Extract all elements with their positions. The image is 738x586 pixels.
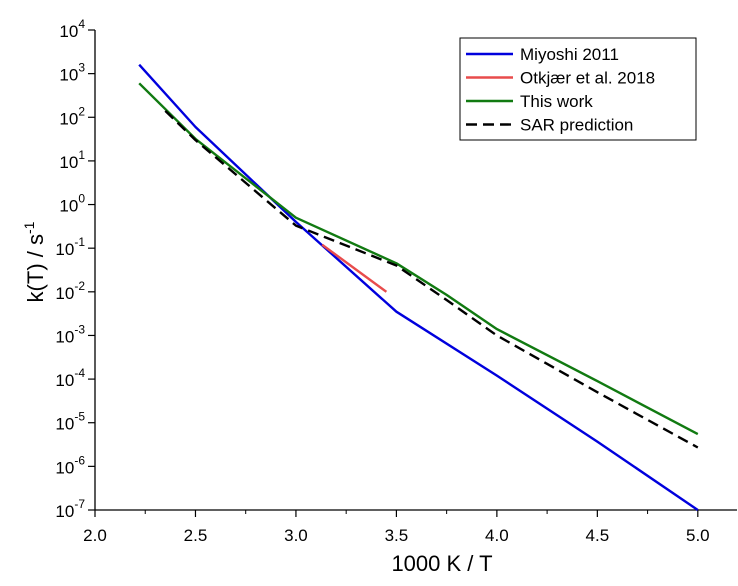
legend-label: This work	[520, 92, 593, 111]
y-tick-label: 100	[59, 192, 85, 216]
x-tick-label: 4.5	[586, 526, 610, 545]
y-tick-label-base: 10	[59, 22, 78, 41]
legend: Miyoshi 2011 Otkjær et al. 2018 This work S…	[459, 37, 697, 141]
y-tick-label-base: 10	[59, 66, 78, 85]
y-tick-label-base: 10	[59, 109, 78, 128]
series-line-1	[138, 63, 699, 511]
y-tick-label-base: 10	[55, 502, 74, 521]
series-lines	[138, 63, 699, 511]
x-tick-label: 2.0	[83, 526, 107, 545]
y-tick-label: 10-6	[55, 453, 85, 477]
y-tick-label-base: 10	[59, 197, 78, 216]
y-tick-label-exp: -7	[74, 497, 85, 511]
y-tick-label-exp: -6	[74, 453, 85, 467]
y-tick-label-base: 10	[55, 458, 74, 477]
y-tick-label: 10-5	[55, 410, 85, 434]
y-axis-title: k(T) / s-1	[21, 221, 48, 302]
y-axis-title-sup: -1	[21, 221, 37, 234]
legend-label: Miyoshi 2011	[520, 45, 619, 64]
y-tick-label-exp: 3	[78, 61, 85, 75]
y-tick-label: 104	[59, 17, 85, 41]
y-tick-label-base: 10	[59, 153, 78, 172]
x-axis-title: 1000 K / T	[391, 551, 492, 576]
y-tick-label: 10-7	[55, 497, 85, 521]
series-line-4	[164, 110, 699, 449]
legend-label: SAR prediction	[520, 116, 633, 135]
series-line-3	[138, 82, 699, 436]
x-tick-label: 2.5	[184, 526, 208, 545]
y-tick-label: 10-2	[55, 279, 85, 303]
x-tick-label: 3.0	[284, 526, 308, 545]
y-tick-label-base: 10	[55, 240, 74, 259]
y-tick-label-exp: 1	[78, 148, 85, 162]
y-tick-label: 102	[59, 104, 85, 128]
x-tick-label: 5.0	[686, 526, 710, 545]
y-tick-label-exp: 2	[78, 104, 85, 118]
y-tick-label-base: 10	[55, 415, 74, 434]
y-tick-label-exp: -3	[74, 322, 85, 336]
y-tick-label-exp: -2	[74, 279, 85, 293]
y-tick-label: 103	[59, 61, 85, 85]
y-axis-ticks: 10410310210110010-110-210-310-410-510-61…	[55, 17, 95, 521]
x-tick-label: 4.0	[485, 526, 509, 545]
legend-label: Otkjær et al. 2018	[520, 69, 655, 88]
y-tick-label: 10-3	[55, 322, 85, 346]
y-tick-label-exp: 0	[78, 192, 85, 206]
y-tick-label: 10-1	[55, 235, 85, 259]
x-tick-label: 3.5	[385, 526, 409, 545]
y-tick-label-base: 10	[55, 371, 74, 390]
x-axis-ticks: 2.0 2.5 3.0 3.5 4.0 4.5 5.0	[83, 510, 710, 545]
y-tick-label-exp: 4	[78, 17, 85, 31]
y-tick-label-base: 10	[55, 327, 74, 346]
plot-frame	[94, 30, 737, 511]
y-axis-title-base: k(T) / s	[23, 234, 48, 302]
y-tick-label: 10-4	[55, 366, 85, 390]
y-tick-label-exp: -5	[74, 410, 85, 424]
y-tick-label-exp: -4	[74, 366, 85, 380]
y-tick-label-base: 10	[55, 284, 74, 303]
y-tick-label-exp: -1	[74, 235, 85, 249]
series-line-2	[321, 243, 388, 293]
y-tick-label: 101	[59, 148, 85, 172]
